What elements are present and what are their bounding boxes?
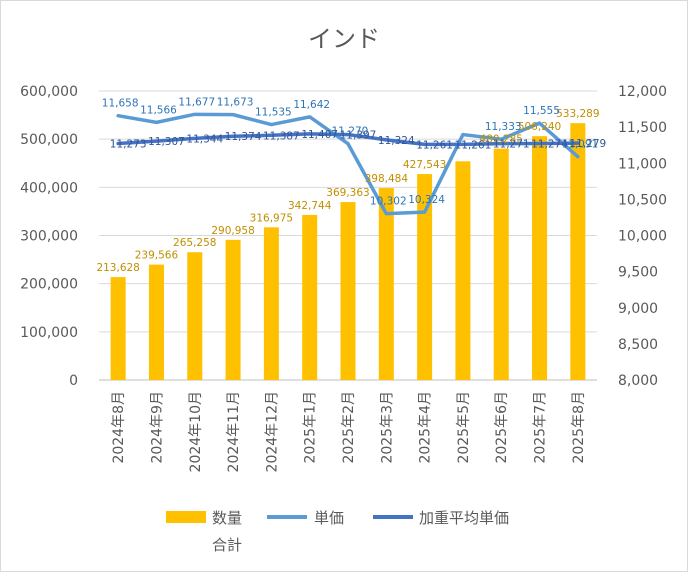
unit-price-line (116, 112, 580, 216)
unit-price-data-label: 11,658 (102, 98, 139, 110)
unit-price-data-label: 11,642 (293, 99, 330, 111)
weighted-average-price-line (116, 132, 580, 147)
left-tick-label: 200,000 (20, 277, 78, 293)
bar-data-label: 265,258 (173, 237, 216, 249)
x-tick-label: 2024年9月 (149, 391, 165, 464)
chart-title: インド (308, 25, 380, 53)
data-labels: 213,628239,566265,258290,958316,975342,7… (96, 96, 606, 274)
x-tick-label: 2025年8月 (571, 391, 587, 464)
left-tick-label: 500,000 (20, 132, 78, 148)
line-series (116, 112, 580, 216)
bar (378, 188, 394, 380)
weighted-average-data-label: 11,261 (416, 139, 453, 151)
unit-price-data-label: 11,270 (332, 126, 369, 138)
bar-data-label: 290,958 (211, 225, 254, 237)
bar (110, 277, 126, 380)
x-tick-label: 2025年5月 (456, 391, 472, 464)
legend-label-quantity-cont: 合計 (212, 536, 242, 554)
right-tick-label: 11,500 (618, 120, 667, 136)
bar-series (110, 123, 586, 381)
left-tick-label: 300,000 (20, 229, 78, 245)
right-tick-label: 8,500 (618, 337, 658, 353)
unit-price-data-label: 11,535 (255, 107, 292, 119)
bar-data-label: 480,285 (480, 134, 523, 146)
unit-price-data-label: 10,302 (370, 196, 407, 208)
weighted-average-data-label: 11,344 (186, 133, 223, 145)
weighted-average-data-label: 11,324 (378, 135, 415, 147)
bar (340, 202, 356, 380)
unit-price-data-label: 11,677 (178, 96, 215, 108)
bar (493, 148, 509, 380)
bar-data-label: 427,543 (403, 159, 446, 171)
right-tick-label: 12,000 (618, 84, 667, 100)
weighted-average-data-label: 11,374 (225, 131, 262, 143)
bar (532, 136, 548, 380)
weighted-average-data-label: 11,274 (531, 138, 568, 150)
weighted-average-data-label: 11,261 (455, 139, 492, 151)
left-tick-label: 600,000 (20, 84, 78, 100)
left-tick-label: 0 (69, 373, 78, 389)
unit-price-data-label: 11,555 (523, 105, 560, 117)
weighted-average-data-label: 11,279 (569, 138, 606, 150)
bar (455, 161, 471, 380)
x-tick-label: 2024年11月 (226, 391, 242, 472)
legend-swatch-quantity (166, 511, 206, 523)
bar-data-label: 239,566 (135, 250, 179, 262)
legend-label-quantity: 数量 (212, 509, 242, 527)
bar (570, 123, 586, 381)
bar-data-label: 316,975 (250, 212, 293, 224)
x-tick-label: 2025年2月 (341, 391, 357, 464)
left-tick-label: 100,000 (20, 325, 78, 341)
bar (187, 252, 203, 380)
x-tick-label: 2025年4月 (418, 391, 434, 464)
right-tick-label: 8,000 (618, 373, 658, 389)
weighted-average-data-label: 11,307 (148, 136, 185, 148)
bar-data-label: 369,363 (326, 187, 369, 199)
right-tick-label: 10,000 (618, 229, 667, 245)
bar (302, 214, 318, 380)
x-axis-ticks: 2024年8月 2024年9月 2024年10月 2024年11月 2024年12月 20… (111, 391, 587, 472)
bar-data-label: 213,628 (96, 262, 139, 274)
bar (417, 174, 433, 380)
unit-price-data-label: 11,673 (217, 97, 254, 109)
unit-price-data-label: 11,566 (140, 104, 177, 116)
right-tick-label: 9,500 (618, 265, 658, 281)
x-tick-label: 2024年8月 (111, 391, 127, 464)
right-tick-label: 9,000 (618, 301, 658, 317)
bar-data-label: 506,240 (518, 121, 561, 133)
bar-data-label: 342,744 (288, 200, 332, 212)
legend-label-weighted-average: 加重平均単価 (419, 509, 509, 527)
bar-data-label: 398,484 (365, 173, 409, 185)
x-tick-label: 2025年6月 (494, 391, 510, 464)
left-tick-label: 400,000 (20, 180, 78, 196)
weighted-average-data-label: 11,271 (493, 139, 530, 151)
weighted-average-data-label: 11,397 (340, 130, 377, 142)
bar (263, 227, 279, 380)
weighted-average-data-label: 11,273 (110, 139, 147, 151)
legend-label-unit-price: 単価 (314, 509, 344, 527)
x-tick-label: 2025年7月 (533, 391, 549, 464)
unit-price-data-label: 11,091 (561, 139, 598, 151)
right-tick-label: 10,500 (618, 192, 667, 208)
unit-price-data-label: 10,324 (408, 194, 445, 206)
unit-price-data-label: 11,333 (485, 121, 522, 133)
weighted-average-data-label: 11,387 (263, 130, 300, 142)
left-axis-ticks: 0 100,000 200,000 300,000 400,000 500,000 600,… (20, 84, 78, 389)
right-tick-label: 11,000 (618, 156, 667, 172)
x-tick-label: 2025年1月 (303, 391, 319, 464)
bar (148, 264, 164, 380)
right-axis-ticks: 8,000 8,500 9,000 9,500 10,000 10,500 11,000 11… (618, 84, 667, 389)
bar (225, 239, 241, 380)
bar-data-label: 533,289 (556, 108, 599, 120)
x-tick-label: 2025年3月 (379, 391, 395, 464)
x-tick-label: 2024年10月 (188, 391, 204, 472)
weighted-average-data-label: 11,407 (301, 129, 338, 141)
x-tick-label: 2024年12月 (264, 391, 280, 472)
